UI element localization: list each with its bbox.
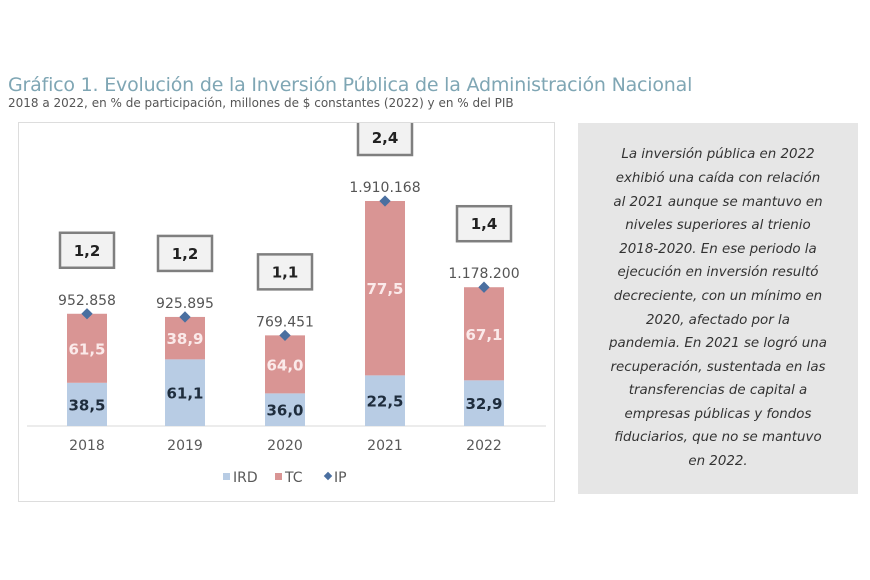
ip-label: 952.858: [58, 293, 116, 309]
legend-label: IP: [334, 470, 347, 486]
ip-label: 1.178.200: [448, 266, 519, 282]
bar-tc: [464, 287, 504, 381]
note-line: exhibió una caída con relación: [615, 170, 821, 186]
tc-label: 61,5: [68, 340, 105, 358]
note-line: recuperación, sustentada en las: [610, 359, 826, 375]
legend-swatch-tc: [275, 473, 282, 480]
category-label: 2021: [367, 438, 403, 454]
bar-tc: [365, 201, 405, 376]
pib-box: [58, 231, 116, 270]
note-line: empresas públicas y fondos: [624, 406, 812, 422]
pib-box: [256, 253, 314, 291]
note-text: La inversión pública en 2022 exhibió una …: [609, 143, 827, 473]
legend-swatch-ird: [223, 473, 230, 480]
note-line: 2020, afectado por la: [646, 312, 790, 328]
category-label: 2018: [69, 438, 105, 454]
pib-label: 1,4: [471, 215, 498, 233]
ip-marker: [179, 311, 191, 323]
ird-label: 32,9: [465, 395, 502, 413]
note-line: transferencias de capital a: [628, 383, 808, 399]
note-line: 2018-2020. En ese periodo la: [619, 241, 817, 257]
pib-box: [156, 234, 214, 273]
chart-title: Gráfico 1. Evolución de la Inversión Púb…: [8, 74, 693, 96]
ird-label: 38,5: [68, 396, 105, 414]
category-label: 2019: [167, 438, 203, 454]
pib-label: 1,2: [172, 245, 199, 263]
note-box: La inversión pública en 2022 exhibió una …: [578, 123, 858, 494]
legend-label: TC: [284, 470, 303, 486]
ip-label: 1.910.168: [349, 180, 420, 196]
note-line: pandemia. En 2021 se logró una: [609, 336, 827, 352]
note-line: en 2022.: [688, 454, 748, 470]
ip-label: 769.451: [256, 314, 314, 330]
legend-swatch-ip: [323, 471, 333, 481]
bar-tc: [265, 335, 305, 394]
note-line: La inversión pública en 2022: [621, 147, 815, 163]
pib-label: 1,2: [74, 242, 101, 260]
pib-box: [356, 123, 414, 157]
pib-box: [455, 204, 513, 243]
bar-ird: [67, 382, 107, 426]
bar-ird: [464, 380, 504, 426]
ip-marker: [279, 329, 291, 342]
bar-ird: [265, 393, 305, 426]
ird-label: 36,0: [266, 402, 303, 420]
bar-ird: [165, 359, 205, 426]
note-line: ejecución en inversión resultó: [617, 265, 819, 281]
pib-label: 2,4: [372, 129, 399, 147]
note-line: al 2021 aunque se mantuvo en: [613, 194, 823, 210]
ird-label: 61,1: [166, 385, 203, 403]
category-label: 2020: [267, 438, 303, 454]
stacked-bar-chart: 38,5 61,5 952.858 1,2 2018 61,1 38,9 925.895 1,2…: [27, 123, 546, 486]
note-line: niveles superiores al trienio: [625, 218, 811, 234]
bar-tc: [67, 313, 107, 383]
note-line: fiduciarios, que no se mantuvo: [614, 430, 822, 446]
bar-ird: [365, 375, 405, 426]
ip-marker: [478, 281, 490, 293]
bar-tc: [165, 316, 205, 360]
note-line: decreciente, con un mínimo en: [613, 288, 823, 304]
ip-label: 925.895: [156, 296, 214, 312]
tc-label: 64,0: [266, 356, 303, 374]
chart-subtitle: 2018 a 2022, en % de participación, mill…: [8, 96, 514, 110]
tc-label: 67,1: [465, 326, 502, 344]
tc-label: 38,9: [166, 330, 203, 348]
pib-label: 1,1: [272, 263, 299, 281]
category-label: 2022: [466, 438, 502, 454]
ird-label: 22,5: [366, 393, 403, 411]
legend-label: IRD: [233, 470, 258, 486]
chart-area: 38,5 61,5 952.858 1,2 2018 61,1 38,9 925.895 1,2…: [18, 122, 555, 502]
tc-label: 77,5: [366, 280, 403, 298]
